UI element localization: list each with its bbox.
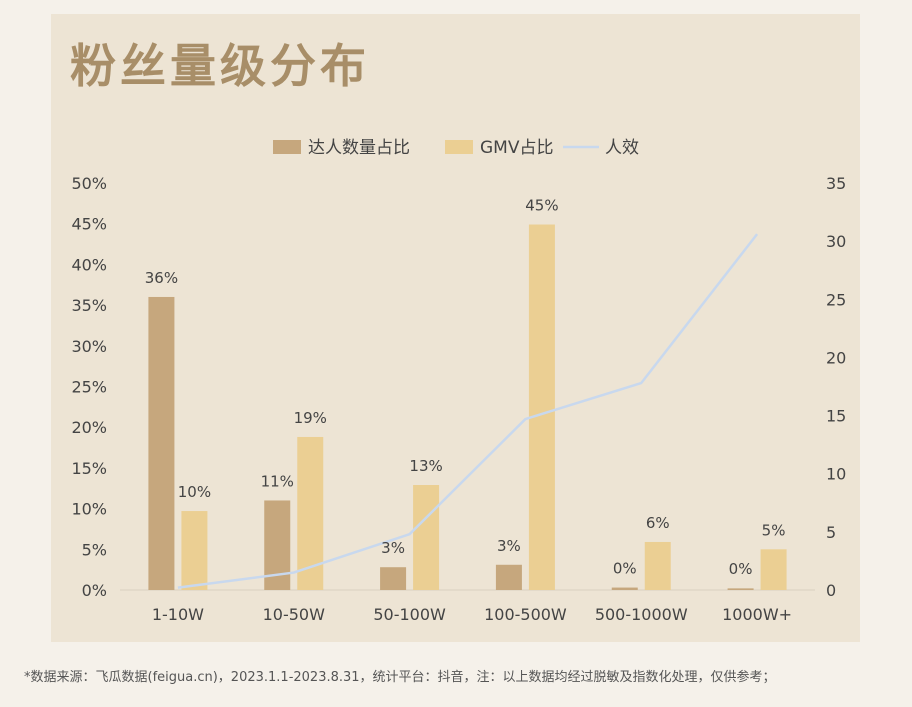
footer-note: *数据来源：飞瓜数据(feigua.cn)，2023.1.1-2023.8.31… [24, 670, 776, 685]
data-labels: 36% 11% 3% 3% 0% 0% 10% 19% 13% 45% 6% 5% [145, 197, 786, 578]
bar-1 [495, 564, 522, 590]
y-right-tick-label: 5 [826, 523, 836, 542]
y-right-tick-label: 35 [826, 174, 846, 193]
bar-data-label: 0% [729, 560, 753, 578]
legend-swatch [273, 140, 301, 154]
bar-data-label: 3% [497, 537, 521, 555]
bar-data-label: 10% [178, 483, 211, 501]
legend-label: GMV占比 [480, 138, 553, 158]
y-right-tick-label: 30 [826, 232, 846, 251]
bar-1 [148, 296, 175, 590]
bar-data-label: 36% [145, 269, 178, 287]
x-tick-label: 1000W+ [722, 605, 792, 624]
y-left-tick-label: 20% [71, 418, 107, 437]
bar-data-label: 11% [261, 472, 294, 490]
y-left-tick-label: 15% [71, 459, 107, 478]
bar-data-label: 3% [381, 539, 405, 557]
bar-2 [413, 484, 440, 590]
x-axis: 1-10W 10-50W 50-100W 100-500W 500-1000W 1000W… [120, 589, 815, 624]
bar-1 [727, 588, 754, 590]
bar-1 [611, 587, 638, 590]
x-tick-label: 500-1000W [595, 605, 688, 624]
y-left-tick-label: 30% [71, 337, 107, 356]
line-series [177, 233, 759, 589]
y-right-tick-label: 25 [826, 290, 846, 309]
legend-swatch [445, 140, 473, 154]
line-renxiao [177, 233, 759, 589]
bar-2 [528, 224, 555, 590]
y-left-tick-label: 10% [71, 500, 107, 519]
bar-2 [181, 511, 208, 590]
y-axis-right: 0 5 10 15 20 25 30 35 [826, 174, 846, 600]
x-tick-label: 100-500W [484, 605, 567, 624]
legend-label: 达人数量占比 [308, 138, 410, 158]
bar-1 [380, 567, 407, 590]
y-right-tick-label: 10 [826, 465, 846, 484]
x-tick-label: 10-50W [263, 605, 325, 624]
bar-data-label: 5% [762, 521, 786, 539]
y-left-tick-label: 40% [71, 255, 107, 274]
x-tick-label: 50-100W [373, 605, 446, 624]
chart-title: 粉丝量级分布 [70, 39, 370, 93]
bar-2 [760, 549, 787, 590]
y-axis-left: 0% 5% 10% 15% 20% 25% 30% 35% 40% 45% 50% [71, 174, 107, 600]
bar-2 [644, 541, 671, 590]
bar-data-label: 0% [613, 560, 637, 578]
y-right-tick-label: 15 [826, 407, 846, 426]
y-left-tick-label: 0% [82, 581, 107, 600]
bar-data-label: 19% [294, 409, 327, 427]
bar-data-label: 45% [525, 197, 558, 215]
legend: 达人数量占比 GMV占比 人效 [273, 138, 639, 158]
bar-data-label: 6% [646, 514, 670, 532]
bar-data-label: 13% [409, 457, 442, 475]
y-left-tick-label: 50% [71, 174, 107, 193]
legend-label: 人效 [605, 138, 639, 158]
bars [148, 224, 787, 590]
y-left-tick-label: 5% [82, 540, 107, 559]
y-right-tick-label: 0 [826, 581, 836, 600]
x-tick-label: 1-10W [152, 605, 204, 624]
y-left-tick-label: 25% [71, 378, 107, 397]
y-right-tick-label: 20 [826, 348, 846, 367]
y-left-tick-label: 35% [71, 296, 107, 315]
y-left-tick-label: 45% [71, 215, 107, 234]
